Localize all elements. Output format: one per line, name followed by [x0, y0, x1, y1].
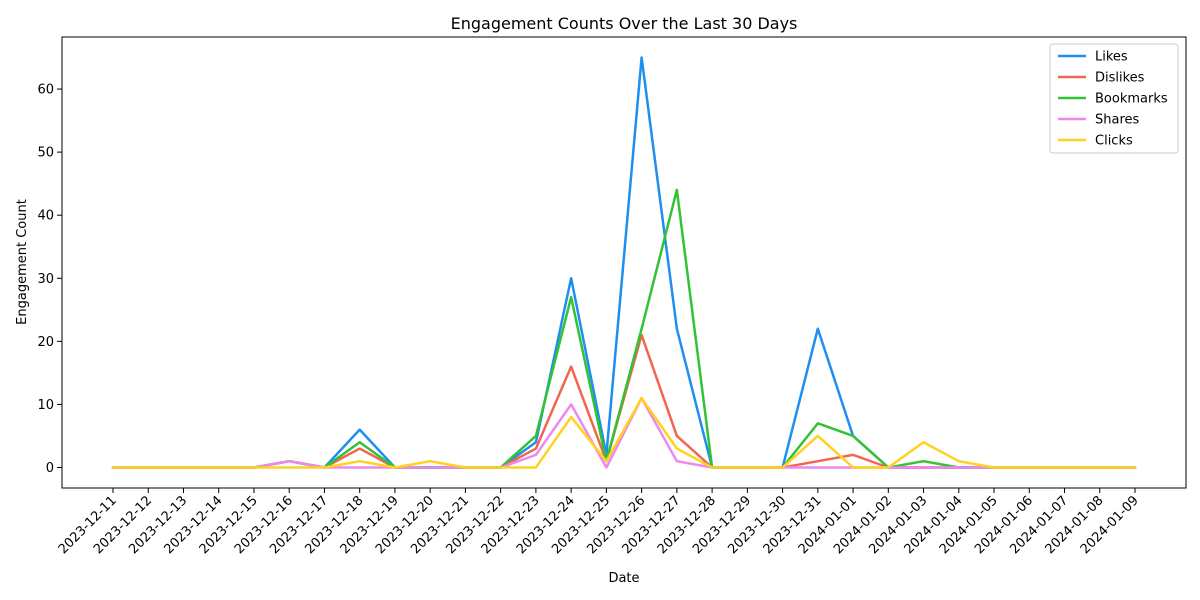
x-axis-label: Date: [608, 571, 639, 586]
series-line-clicks: [111, 396, 1137, 469]
legend-label-dislikes: Dislikes: [1095, 71, 1145, 86]
chart-title: Engagement Counts Over the Last 30 Days: [451, 14, 798, 33]
y-tick-label: 30: [37, 272, 54, 287]
y-tick-label: 20: [37, 335, 54, 350]
y-tick-label: 60: [37, 83, 54, 98]
y-tick-label: 40: [37, 209, 54, 224]
legend-box: [1049, 43, 1179, 154]
y-axis-label: Engagement Count: [15, 199, 30, 325]
y-tick-label: 0: [46, 461, 54, 476]
y-tick-label: 50: [37, 146, 54, 161]
legend: Likes Dislikes Bookmarks Shares Clicks: [1049, 43, 1179, 154]
legend-label-clicks: Clicks: [1095, 134, 1133, 149]
series-line-bookmarks: [111, 188, 1137, 469]
series-line-dislikes: [111, 333, 1137, 469]
y-tick-label: 10: [37, 398, 54, 413]
series-line-shares: [111, 396, 1137, 469]
legend-label-shares: Shares: [1095, 113, 1140, 128]
series-line-likes: [111, 56, 1137, 469]
plot-frame: [61, 36, 1187, 489]
legend-label-bookmarks: Bookmarks: [1095, 92, 1168, 107]
legend-label-likes: Likes: [1095, 50, 1128, 65]
